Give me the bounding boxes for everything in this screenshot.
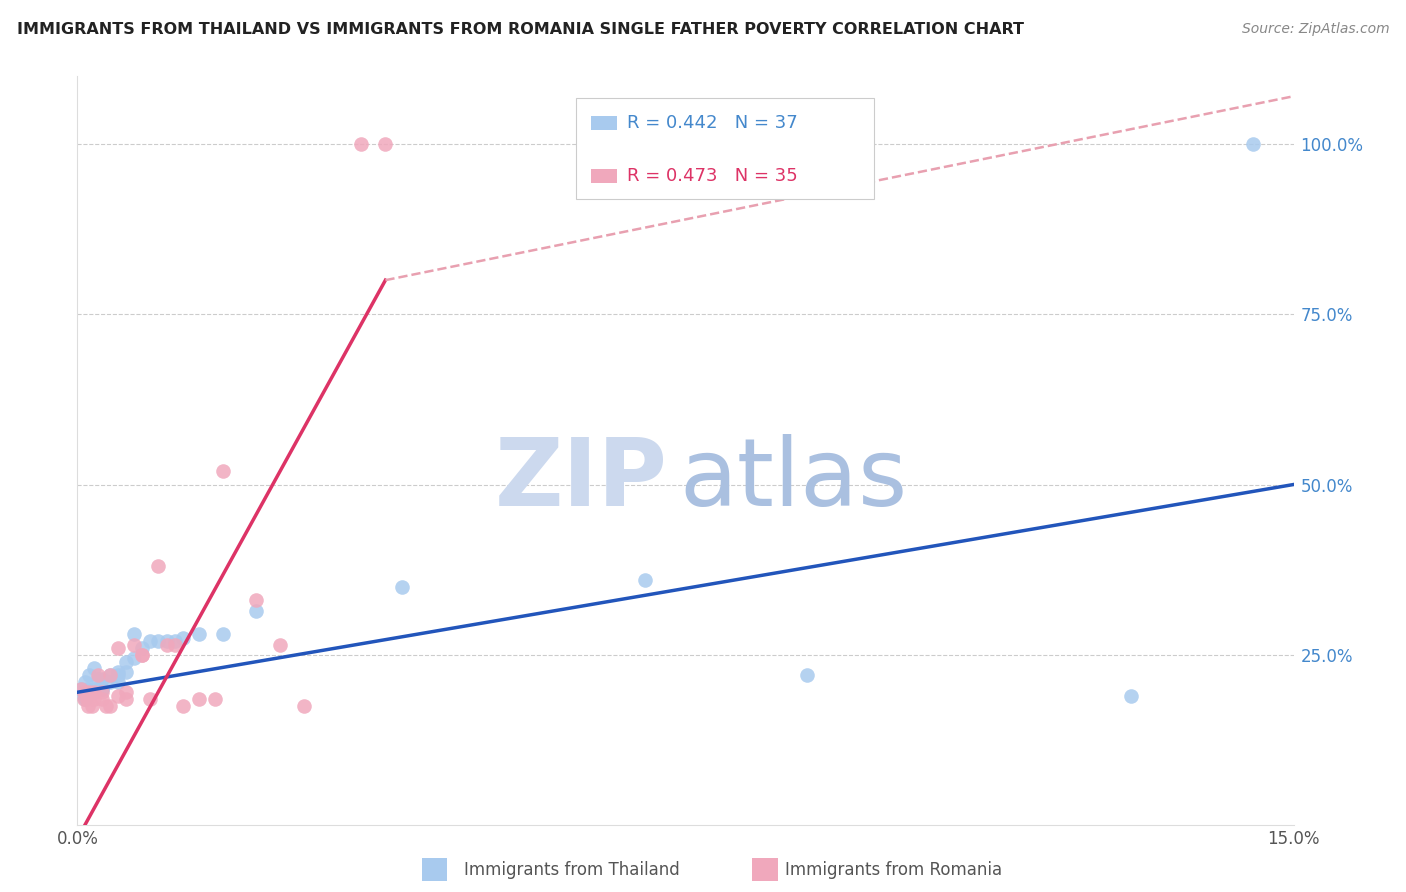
Point — [83, 661, 105, 675]
Point — [79, 685, 101, 699]
Point — [122, 627, 145, 641]
Point — [148, 634, 170, 648]
Point — [75, 692, 97, 706]
Point — [90, 681, 112, 696]
Point — [86, 672, 108, 686]
Text: Source: ZipAtlas.com: Source: ZipAtlas.com — [1241, 22, 1389, 37]
Point — [155, 634, 177, 648]
Point — [131, 648, 153, 662]
Point — [90, 692, 112, 706]
Point — [90, 685, 112, 699]
Point — [634, 573, 657, 587]
Point — [86, 668, 108, 682]
Point — [79, 668, 101, 682]
Text: R = 0.442   N = 37: R = 0.442 N = 37 — [627, 114, 797, 132]
Point — [212, 464, 235, 478]
Point — [90, 681, 112, 696]
Point — [70, 681, 93, 696]
Point — [122, 651, 145, 665]
Point — [155, 638, 177, 652]
Point — [76, 681, 98, 696]
Point — [98, 668, 121, 682]
Point — [245, 593, 267, 607]
Point — [245, 603, 267, 617]
Point — [148, 559, 170, 574]
Point — [98, 668, 121, 682]
Point — [98, 675, 121, 690]
Text: Immigrants from Romania: Immigrants from Romania — [785, 861, 1001, 879]
Point — [107, 665, 129, 679]
Point — [76, 692, 98, 706]
Point — [212, 627, 235, 641]
Point — [115, 655, 138, 669]
Point — [79, 685, 101, 699]
Point — [139, 692, 162, 706]
Text: atlas: atlas — [679, 434, 908, 526]
Point — [188, 692, 211, 706]
Point — [76, 698, 98, 713]
Point — [75, 685, 97, 699]
Point — [350, 136, 373, 151]
Point — [796, 668, 818, 682]
Point — [131, 648, 153, 662]
FancyBboxPatch shape — [591, 116, 617, 129]
Text: R = 0.473   N = 35: R = 0.473 N = 35 — [627, 167, 797, 186]
Point — [1241, 136, 1264, 151]
Point — [115, 685, 138, 699]
Point — [98, 698, 121, 713]
Point — [115, 692, 138, 706]
Point — [107, 640, 129, 655]
Point — [107, 689, 129, 703]
Point — [391, 580, 413, 594]
Point — [1121, 689, 1143, 703]
Point — [122, 638, 145, 652]
Text: Immigrants from Thailand: Immigrants from Thailand — [464, 861, 679, 879]
FancyBboxPatch shape — [576, 98, 875, 200]
Point — [83, 681, 105, 696]
Point — [374, 136, 396, 151]
Point — [163, 638, 186, 652]
Point — [83, 685, 105, 699]
Point — [172, 631, 194, 645]
Point — [83, 685, 105, 699]
Point — [115, 665, 138, 679]
Point — [204, 692, 226, 706]
Point — [83, 692, 105, 706]
Point — [70, 681, 93, 696]
Text: ZIP: ZIP — [495, 434, 668, 526]
Point — [80, 698, 103, 713]
Point — [292, 698, 315, 713]
Text: IMMIGRANTS FROM THAILAND VS IMMIGRANTS FROM ROMANIA SINGLE FATHER POVERTY CORREL: IMMIGRANTS FROM THAILAND VS IMMIGRANTS F… — [17, 22, 1024, 37]
Point — [75, 675, 97, 690]
Point — [94, 698, 117, 713]
Point — [269, 638, 291, 652]
Point — [131, 640, 153, 655]
Point — [107, 675, 129, 690]
Point — [188, 627, 211, 641]
Point — [163, 634, 186, 648]
FancyBboxPatch shape — [591, 169, 617, 183]
Point — [139, 634, 162, 648]
Point — [73, 692, 96, 706]
Point — [73, 689, 96, 703]
Point — [90, 672, 112, 686]
Point — [172, 698, 194, 713]
Point — [107, 668, 129, 682]
